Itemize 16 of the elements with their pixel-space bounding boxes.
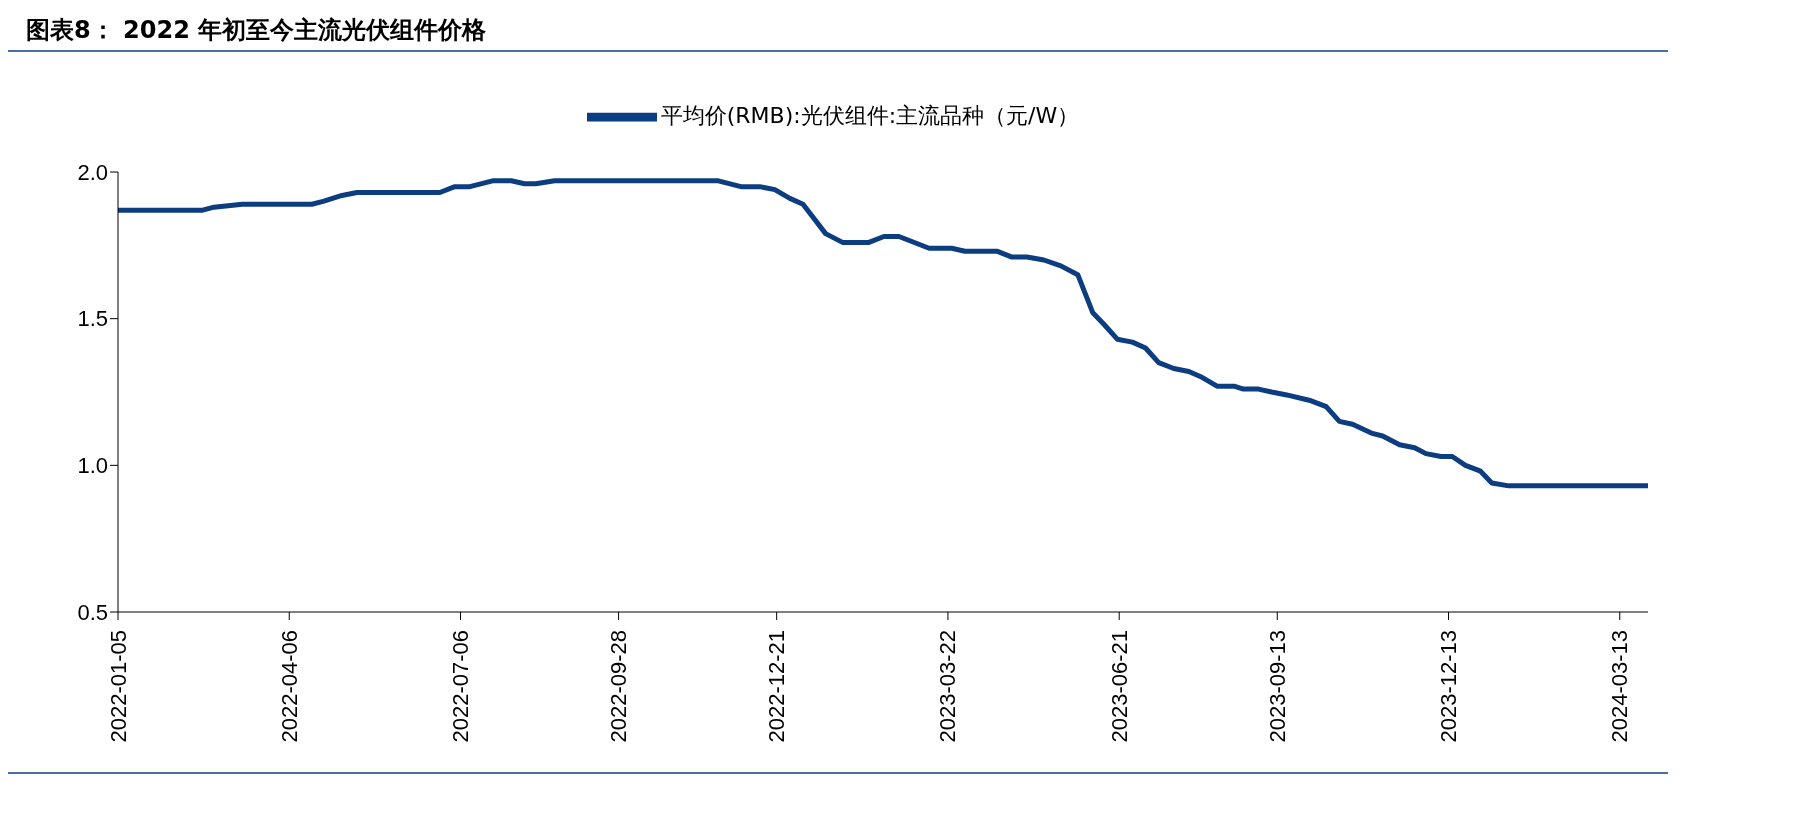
x-tick-label: 2022-12-21 bbox=[764, 630, 790, 743]
x-tick-label: 2023-12-13 bbox=[1436, 630, 1462, 743]
chart-title: 图表8： 2022 年初至今主流光伏组件价格 bbox=[25, 15, 488, 46]
x-tick-label: 2023-09-13 bbox=[1264, 630, 1290, 743]
y-tick-label: 1.5 bbox=[77, 306, 108, 332]
x-tick-label: 2023-03-22 bbox=[935, 630, 961, 743]
y-tick-label: 1.0 bbox=[77, 453, 108, 479]
y-tick-label: 0.5 bbox=[77, 599, 108, 625]
x-tick-label: 2022-01-05 bbox=[105, 630, 131, 743]
x-tick-label: 2022-09-28 bbox=[606, 630, 632, 743]
legend-label: 平均价(RMB):光伏组件:主流品种（元/W） bbox=[660, 103, 1080, 128]
x-tick-label: 2024-03-13 bbox=[1607, 630, 1633, 743]
x-tick-label: 2022-07-06 bbox=[448, 630, 474, 743]
x-tick-label: 2023-06-21 bbox=[1106, 630, 1132, 743]
y-tick-label: 2.0 bbox=[77, 159, 108, 185]
x-tick-label: 2022-04-06 bbox=[276, 630, 302, 743]
